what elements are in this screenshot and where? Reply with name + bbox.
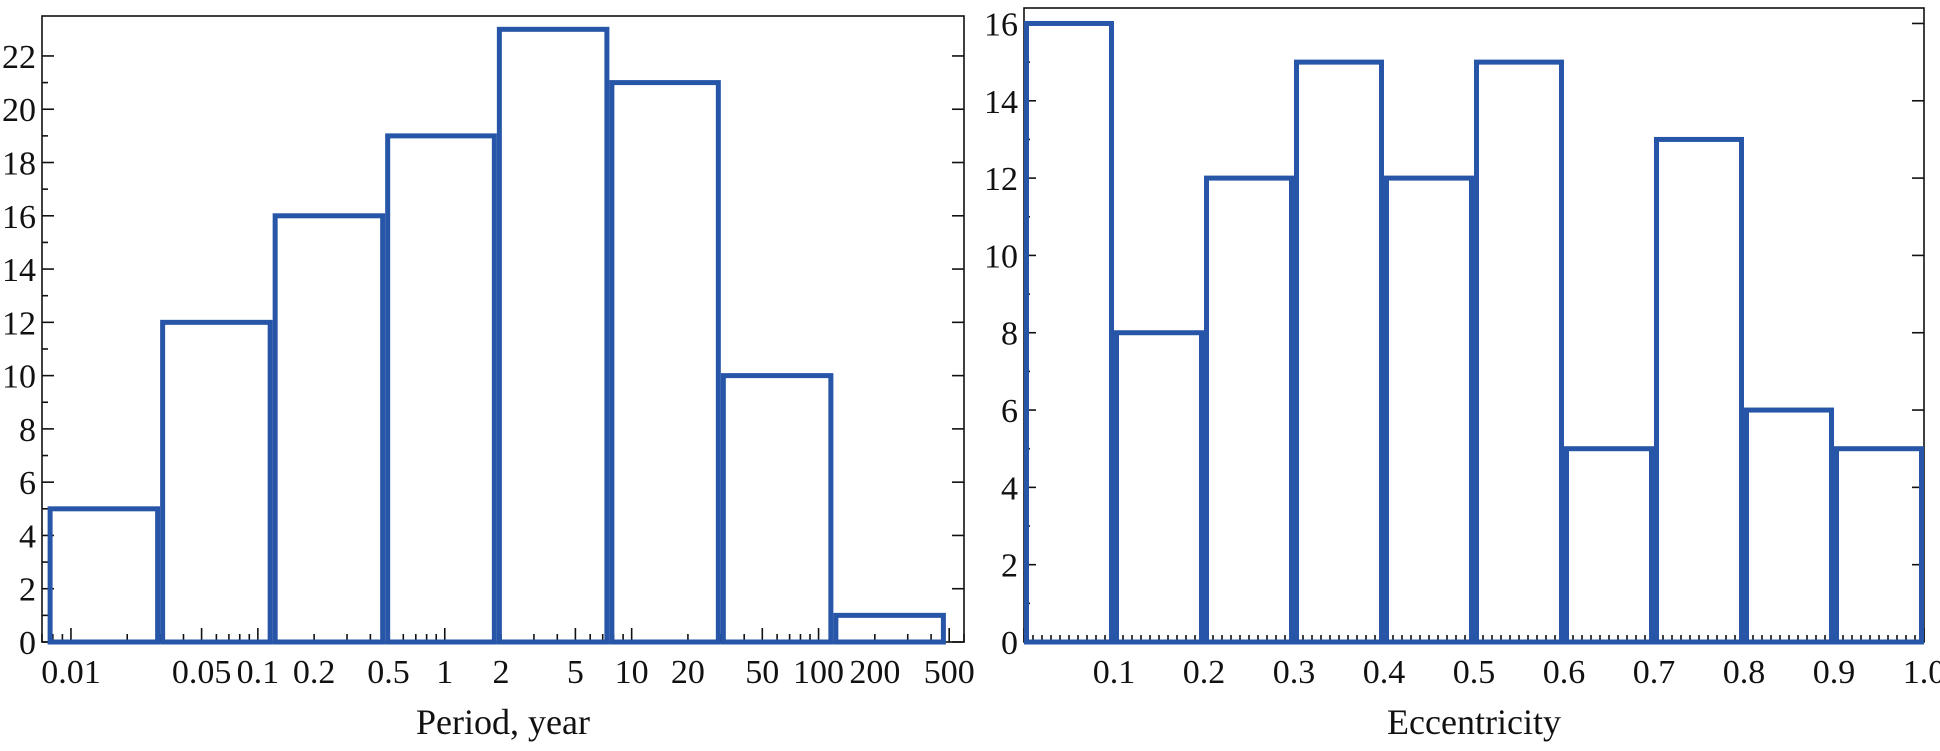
- x-tick-label: 0.05: [172, 654, 232, 691]
- y-tick-label: 14: [2, 252, 36, 289]
- histogram-bar: [1024, 20, 1114, 645]
- x-tick-label: 0.6: [1543, 654, 1586, 691]
- x-tick-label: 1.0: [1903, 654, 1940, 691]
- y-tick-label: 4: [19, 518, 36, 555]
- histogram-bar: [385, 133, 497, 645]
- x-tick-label: 2: [493, 654, 510, 691]
- histogram-bar: [1204, 175, 1294, 645]
- x-tick-label: 0.2: [293, 654, 336, 691]
- histogram-bar: [1384, 175, 1474, 645]
- y-tick-label: 8: [19, 412, 36, 449]
- x-tick-label: 20: [671, 654, 705, 691]
- x-tick-label: 200: [849, 654, 900, 691]
- eccentricity-histogram-panel: 0 2 4 6 8 10 12 14 16 0.1 0.2 0.3 0.4 0.5 0.6 0.7 0.8 0.9…: [984, 6, 1940, 742]
- histogram-bar: [720, 373, 834, 645]
- histogram-bar: [1834, 446, 1924, 645]
- y-tick-label: 10: [984, 238, 1018, 275]
- y-tick-label: 6: [1001, 393, 1018, 430]
- y-tick-label: 2: [19, 572, 36, 609]
- histogram-bar: [1114, 330, 1204, 645]
- y-tick-label: 2: [1001, 548, 1018, 585]
- y-tick-label: 6: [19, 465, 36, 502]
- histogram-bar: [272, 213, 386, 645]
- x-tick-label: 0.7: [1633, 654, 1676, 691]
- x-tick-label: 0.8: [1723, 654, 1766, 691]
- plot-frame: [41, 15, 965, 643]
- x-tick-label: 0.1: [237, 654, 280, 691]
- y-tick-label: 22: [2, 39, 36, 76]
- y-tick-label: 0: [19, 625, 36, 662]
- histogram-bar: [609, 80, 721, 645]
- histogram-bar: [496, 26, 610, 645]
- histogram-bar: [1654, 136, 1744, 645]
- histogram-bar: [1744, 407, 1834, 645]
- x-tick-label: 5: [567, 654, 584, 691]
- y-tick-label: 10: [2, 359, 36, 396]
- y-tick-label: 0: [1001, 625, 1018, 662]
- x-tick-label: 0.4: [1363, 654, 1406, 691]
- y-tick-label: 12: [984, 161, 1018, 198]
- x-tick-label: 0.1: [1093, 654, 1136, 691]
- x-tick-label: 0.2: [1183, 654, 1226, 691]
- y-tick-label: 8: [1001, 316, 1018, 353]
- x-tick-label: 50: [745, 654, 779, 691]
- x-axis-label: Period, year: [416, 702, 590, 742]
- x-tick-label: 500: [924, 654, 975, 691]
- histogram-bar: [1564, 446, 1654, 645]
- y-tick-label: 14: [984, 84, 1018, 121]
- x-tick-label: 100: [793, 654, 844, 691]
- x-tick-label: 0.3: [1273, 654, 1316, 691]
- histogram-bar: [47, 506, 161, 645]
- histogram-bar: [1474, 59, 1564, 645]
- x-tick-label: 0.5: [367, 654, 410, 691]
- x-axis-label: Eccentricity: [1387, 702, 1561, 742]
- y-tick-label: 20: [2, 92, 36, 129]
- histogram-bar: [833, 612, 946, 645]
- histogram-bar: [160, 319, 273, 645]
- y-tick-label: 4: [1001, 470, 1018, 507]
- x-tick-label: 0.01: [41, 654, 101, 691]
- y-tick-label: 12: [2, 305, 36, 342]
- y-tick-label: 16: [984, 6, 1018, 43]
- x-tick-label: 10: [615, 654, 649, 691]
- y-tick-label: 16: [2, 199, 36, 236]
- x-tick-label: 0.5: [1453, 654, 1496, 691]
- histogram-bar: [1294, 59, 1384, 645]
- x-tick-label: 0.9: [1813, 654, 1856, 691]
- x-tick-label: 1: [436, 654, 453, 691]
- y-tick-label: 18: [2, 146, 36, 183]
